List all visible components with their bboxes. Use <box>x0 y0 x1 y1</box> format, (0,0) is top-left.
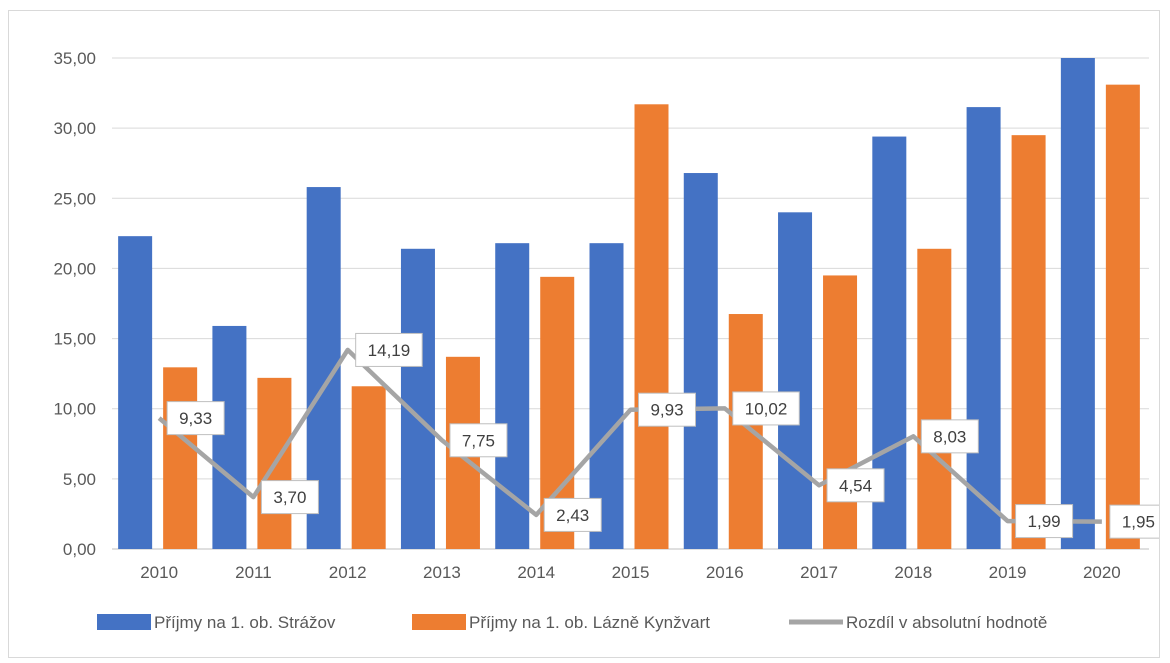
bar-line-chart: 0,00 5,00 10,00 15,00 20,00 25,00 30,00 35,00 2… <box>53 49 1168 632</box>
legend-swatch <box>412 614 466 630</box>
data-label-text: 4,54 <box>839 476 872 495</box>
x-tick-label: 2016 <box>706 563 744 582</box>
data-label: 7,75 <box>449 423 508 458</box>
bar-strazov <box>212 325 247 549</box>
data-label: 9,93 <box>638 392 696 427</box>
y-tick-label: 35,00 <box>53 49 96 68</box>
data-label-box <box>449 423 508 458</box>
data-label: 2,43 <box>543 497 602 532</box>
data-labels: 9,33 3,70 14,19 7,75 2,43 9,93 10,02 4,54 8,03 1,… <box>166 332 1168 539</box>
bar-lazne-kynzvart <box>823 275 858 549</box>
data-label-box <box>260 480 319 515</box>
data-label-box <box>826 468 885 503</box>
bar-lazne-kynzvart <box>917 248 952 549</box>
x-tick-label: 2015 <box>612 563 650 582</box>
data-label-box <box>543 497 602 532</box>
data-label-box <box>1015 504 1074 539</box>
data-label-text: 7,75 <box>462 431 495 450</box>
bar-strazov <box>1060 58 1095 549</box>
data-label-text: 2,43 <box>556 506 589 525</box>
y-tick-label: 25,00 <box>53 189 96 208</box>
legend-label: Příjmy na 1. ob. Lázně Kynžvart <box>469 613 710 632</box>
x-tick-label: 2013 <box>423 563 461 582</box>
x-tick-label: 2018 <box>894 563 932 582</box>
data-label-box <box>638 392 696 427</box>
data-label: 8,03 <box>920 419 979 454</box>
bar-lazne-kynzvart <box>728 314 763 549</box>
legend-label: Rozdíl v absolutní hodnotě <box>846 613 1047 632</box>
data-label-text: 14,19 <box>368 341 411 360</box>
y-tick-label: 10,00 <box>53 400 96 419</box>
data-label: 14,19 <box>355 332 423 367</box>
x-tick-label: 2014 <box>517 563 555 582</box>
legend: Příjmy na 1. ob. Strážov Příjmy na 1. ob.… <box>97 613 1047 632</box>
bar-lazne-kynzvart <box>1011 135 1046 549</box>
legend-swatch <box>97 614 151 630</box>
data-label-text: 8,03 <box>933 427 966 446</box>
legend-label: Příjmy na 1. ob. Strážov <box>154 613 336 632</box>
difference-line-series <box>157 347 1102 524</box>
data-label: 10,02 <box>732 391 800 426</box>
x-tick-label: 2012 <box>329 563 367 582</box>
data-label: 1,95 <box>1109 504 1168 539</box>
y-axis-tick-labels: 0,00 5,00 10,00 15,00 20,00 25,00 30,00 35,00 <box>53 49 96 559</box>
bar-lazne-kynzvart <box>351 386 386 549</box>
x-tick-label: 2011 <box>235 563 272 582</box>
bar-lazne-kynzvart <box>634 104 669 550</box>
data-label: 1,99 <box>1015 504 1074 539</box>
y-tick-label: 0,00 <box>63 540 96 559</box>
y-tick-label: 30,00 <box>53 119 96 138</box>
data-label-text: 9,93 <box>650 401 683 420</box>
data-label-box <box>732 391 800 426</box>
y-tick-label: 20,00 <box>53 259 96 278</box>
bar-series <box>118 58 1140 550</box>
chart-frame: 0,00 5,00 10,00 15,00 20,00 25,00 30,00 35,00 2… <box>8 10 1168 658</box>
bar-strazov <box>778 212 813 550</box>
bar-strazov <box>683 173 718 549</box>
data-label-text: 10,02 <box>745 399 788 418</box>
data-label: 3,70 <box>260 480 319 515</box>
bar-strazov <box>400 248 435 549</box>
x-tick-label: 2019 <box>989 563 1027 582</box>
y-tick-label: 5,00 <box>63 470 96 489</box>
data-label-text: 1,99 <box>1028 512 1061 531</box>
x-tick-label: 2020 <box>1083 563 1121 582</box>
x-tick-label: 2010 <box>140 563 178 582</box>
bar-lazne-kynzvart <box>1105 84 1140 549</box>
y-tick-label: 15,00 <box>53 330 96 349</box>
bar-lazne-kynzvart <box>163 367 198 549</box>
bar-strazov <box>118 236 153 550</box>
x-tick-label: 2017 <box>800 563 838 582</box>
data-label-box <box>920 419 979 454</box>
data-label-text: 3,70 <box>273 488 306 507</box>
data-label-text: 9,33 <box>179 409 212 428</box>
data-label: 9,33 <box>166 401 225 436</box>
data-label-box <box>355 332 423 367</box>
data-label-box <box>166 401 225 436</box>
data-label: 4,54 <box>826 468 885 503</box>
data-label-text: 1,95 <box>1122 513 1155 532</box>
x-axis-tick-labels: 2010 2011 2012 2013 2014 2015 2016 2017 2018 2019… <box>140 563 1121 582</box>
bar-strazov <box>966 107 1001 549</box>
